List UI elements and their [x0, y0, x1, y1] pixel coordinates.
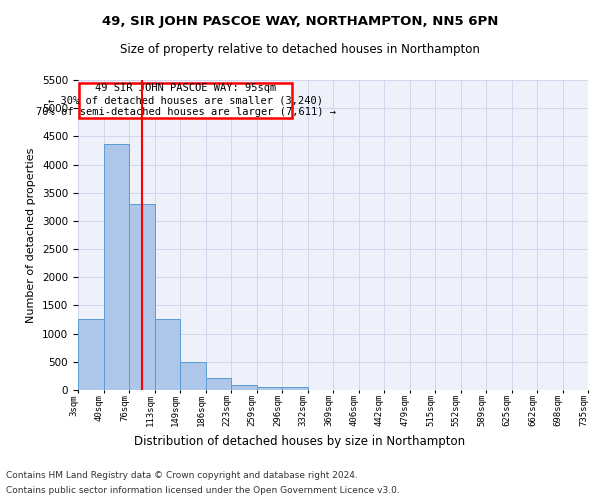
Text: 70% of semi-detached houses are larger (7,611) →: 70% of semi-detached houses are larger (…	[36, 108, 336, 118]
Text: Size of property relative to detached houses in Northampton: Size of property relative to detached ho…	[120, 42, 480, 56]
Y-axis label: Number of detached properties: Number of detached properties	[26, 148, 37, 322]
Text: Distribution of detached houses by size in Northampton: Distribution of detached houses by size …	[134, 435, 466, 448]
Bar	[104, 144, 129, 390]
Bar	[78, 319, 104, 390]
Bar	[282, 386, 308, 390]
Bar	[205, 378, 231, 390]
Text: Contains public sector information licensed under the Open Government Licence v3: Contains public sector information licen…	[6, 486, 400, 495]
Bar	[257, 386, 282, 390]
Text: Contains HM Land Registry data © Crown copyright and database right 2024.: Contains HM Land Registry data © Crown c…	[6, 471, 358, 480]
Bar	[231, 385, 257, 390]
Text: 49 SIR JOHN PASCOE WAY: 95sqm: 49 SIR JOHN PASCOE WAY: 95sqm	[95, 82, 277, 92]
Bar	[79, 83, 292, 118]
Text: ← 30% of detached houses are smaller (3,240): ← 30% of detached houses are smaller (3,…	[48, 96, 323, 106]
Bar	[129, 204, 155, 390]
Bar	[155, 319, 180, 390]
Bar	[180, 362, 205, 390]
Text: 49, SIR JOHN PASCOE WAY, NORTHAMPTON, NN5 6PN: 49, SIR JOHN PASCOE WAY, NORTHAMPTON, NN…	[102, 15, 498, 28]
